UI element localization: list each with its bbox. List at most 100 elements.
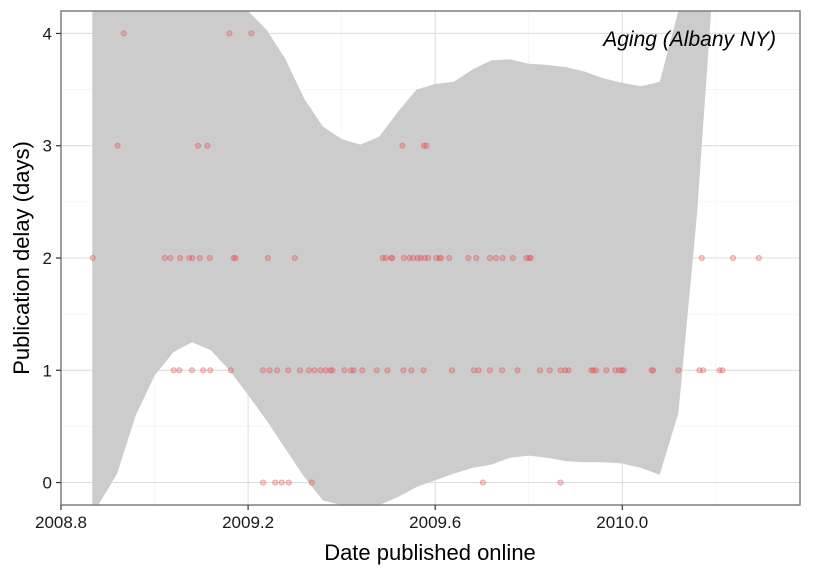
data-point — [423, 142, 430, 149]
data-point — [486, 367, 493, 374]
data-point — [618, 367, 625, 374]
data-point — [650, 367, 657, 374]
y-tick-label: 0 — [43, 474, 52, 493]
data-point — [473, 254, 480, 262]
data-point — [420, 367, 427, 374]
data-point — [593, 367, 600, 374]
data-point — [120, 30, 127, 37]
data-point — [408, 367, 415, 374]
data-point — [177, 254, 184, 262]
data-point — [260, 367, 267, 374]
data-point — [384, 367, 391, 374]
data-point — [206, 254, 213, 262]
data-point — [308, 479, 315, 486]
data-point — [475, 367, 482, 374]
data-points — [89, 30, 762, 486]
data-point — [296, 367, 304, 374]
data-point — [492, 254, 500, 262]
data-point — [470, 367, 478, 374]
confidence-band — [92, 11, 712, 505]
data-point — [176, 367, 183, 374]
data-point — [648, 367, 655, 374]
data-point — [327, 367, 334, 374]
data-point — [311, 367, 318, 374]
data-point — [264, 254, 271, 262]
data-point — [232, 254, 239, 262]
data-point — [189, 254, 196, 262]
data-point — [421, 254, 428, 262]
data-point — [196, 254, 203, 262]
data-point — [612, 367, 619, 374]
data-point — [399, 142, 406, 149]
data-point — [486, 254, 493, 262]
data-point — [499, 367, 506, 374]
data-point — [322, 367, 329, 374]
x-axis-ticks: 2008.8 2009.2 2009.6 2010.0 — [35, 505, 648, 532]
data-point — [698, 254, 705, 262]
data-point — [523, 254, 530, 262]
data-point — [341, 367, 348, 374]
data-point — [588, 367, 595, 374]
y-tick-label: 4 — [43, 24, 52, 43]
data-point — [194, 142, 202, 149]
data-point — [291, 254, 298, 262]
data-point — [527, 254, 534, 262]
data-point — [379, 254, 386, 262]
data-point — [274, 367, 281, 374]
data-point — [204, 142, 211, 149]
data-point — [382, 254, 389, 262]
data-point — [329, 367, 336, 374]
data-point — [514, 367, 521, 374]
data-point — [603, 367, 610, 374]
x-tick-label: 2009.6 — [409, 513, 461, 532]
data-point — [400, 254, 407, 262]
x-tick-label: 2010.0 — [596, 513, 648, 532]
data-point — [89, 254, 96, 262]
chart-annotation: Aging (Albany NY) — [601, 28, 776, 51]
data-point — [207, 367, 214, 374]
data-point — [565, 367, 572, 374]
data-point — [248, 30, 255, 37]
data-point — [438, 254, 445, 262]
data-point — [350, 367, 357, 374]
y-tick-label: 1 — [43, 361, 52, 380]
data-point — [716, 367, 723, 374]
data-point — [285, 367, 292, 374]
data-point — [260, 479, 267, 486]
y-tick-label: 3 — [43, 137, 52, 156]
data-point — [615, 367, 623, 374]
data-point — [272, 479, 279, 486]
y-tick-label: 2 — [43, 249, 52, 268]
data-point — [700, 367, 707, 374]
data-point — [675, 367, 682, 374]
data-point — [278, 479, 285, 486]
data-point — [200, 367, 207, 374]
data-point — [230, 254, 237, 262]
data-point — [188, 367, 196, 374]
data-point — [414, 254, 421, 262]
data-point — [546, 367, 553, 374]
data-point — [557, 367, 564, 374]
data-point — [114, 142, 121, 149]
x-axis-title: Date published online — [324, 540, 536, 565]
data-point — [557, 479, 564, 486]
y-axis-ticks: 0 1 2 3 4 — [43, 24, 61, 493]
data-point — [417, 254, 424, 262]
data-point — [436, 254, 443, 262]
data-point — [730, 254, 737, 262]
data-point — [755, 254, 762, 262]
data-point — [400, 367, 407, 374]
data-point — [406, 254, 413, 262]
data-point — [389, 254, 396, 262]
data-point — [479, 479, 486, 486]
data-point — [425, 254, 432, 262]
x-tick-label: 2008.8 — [35, 513, 87, 532]
data-point — [562, 367, 569, 374]
data-point — [266, 367, 273, 374]
data-point — [317, 367, 324, 374]
data-point — [161, 254, 168, 262]
data-point — [373, 367, 380, 374]
data-point — [448, 367, 456, 374]
data-point — [509, 254, 516, 262]
data-point — [590, 367, 597, 374]
